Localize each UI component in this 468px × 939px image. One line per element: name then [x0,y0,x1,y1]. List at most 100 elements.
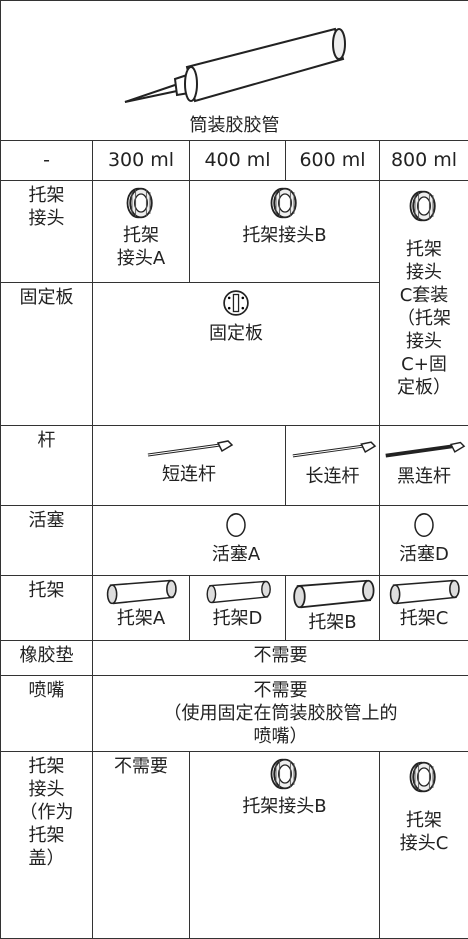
row: 橡胶垫 不需要 [1,641,468,676]
text-line: 喷嘴） [95,725,466,748]
cap-icon [123,184,159,222]
cell-text: 长连杆 [288,465,377,488]
text-line: 托架接头B [192,224,377,247]
text-line: 喷嘴 [3,679,90,702]
bracket-icon [103,579,179,605]
row-label: 喷嘴 [1,676,93,752]
row-label: 托架 [1,576,93,641]
text-line: 托架B [288,611,377,634]
text-line: （托架 [382,307,466,330]
text-line: 托架接头B [192,795,377,818]
column-header: 400 ml [190,141,286,181]
cell: 不需要 [93,641,468,676]
header-cell: 筒装胶胶管 [1,1,468,141]
cell-text: 黑连杆 [382,465,466,488]
text-line: 接头 [382,261,466,284]
row-label: 固定板 [1,283,93,426]
text-line: 托架 [3,755,90,778]
piston-icon [409,509,439,541]
text-line: C+固 [382,353,466,376]
text-line: 不需要 [95,755,187,778]
text-line: 短连杆 [95,463,283,486]
text-line: 托架 [3,184,90,207]
text-line: 固定板 [95,322,377,345]
cell: 托架接头B [190,181,380,283]
row-label: 杆 [1,426,93,506]
cell: 不需要 [93,752,190,939]
cell-text: 短连杆 [95,463,283,486]
text-line: 托架 [95,224,187,247]
rod-icon [289,437,377,463]
cell-text: 活塞D [382,543,466,566]
cell: 托架接头A [93,181,190,283]
text-line: （使用固定在筒装胶胶管上的 [95,702,466,725]
cell: 黑连杆 [380,426,468,506]
cell: 托架接头B [190,752,380,939]
column-row: - 300 ml 400 ml 600 ml 800 ml [1,141,468,181]
piston-icon [221,509,251,541]
text-line: 活塞 [3,509,90,532]
cell: 短连杆 [93,426,286,506]
cell: 托架接头C [380,752,468,939]
text-line: 托架 [382,238,466,261]
row: 托架接头（作为托架盖） 不需要 托架接头B 托架接头C [1,752,468,939]
text-line: 黑连杆 [382,465,466,488]
text-line: 固定板 [3,286,90,309]
text-line: 托架 [382,809,466,832]
row-label: 橡胶垫 [1,641,93,676]
row-label: 托架接头 [1,181,93,283]
cell: 托架D [190,576,286,641]
text-line: 活塞A [95,543,377,566]
cell-text: 托架C [382,607,466,630]
cell: 长连杆 [286,426,380,506]
column-header: 800 ml [380,141,468,181]
cartridge-icon [115,17,355,112]
text-line: 长连杆 [288,465,377,488]
text-line: 杆 [3,429,90,452]
row: 杆 短连杆 长连杆 黑连杆 [1,426,468,506]
header-row: 筒装胶胶管 [1,1,468,141]
cap-icon [406,184,442,228]
text-line: 不需要 [95,644,466,667]
cell-text: 活塞A [95,543,377,566]
rod-icon [382,437,466,463]
text-line: （作为 [3,801,90,824]
cell: 托架C [380,576,468,641]
cap-icon [267,184,303,222]
cell-text: 不需要（使用固定在筒装胶胶管上的喷嘴） [95,679,466,748]
column-header: 600 ml [286,141,380,181]
text-line: 托架 [3,579,90,602]
text-line: 托架 [3,824,90,847]
row-label: 托架接头（作为托架盖） [1,752,93,939]
plate-icon [219,286,253,320]
text-line: 托架D [192,607,283,630]
text-line: 接头C [382,832,466,855]
text-line: C套装 [382,284,466,307]
cell-text: 固定板 [95,322,377,345]
cell-text: 托架接头B [192,795,377,818]
caption: 筒装胶胶管 [3,114,466,137]
text-line: 接头 [382,330,466,353]
text-line: 接头 [3,207,90,230]
cell-text: 托架接头B [192,224,377,247]
cell: 活塞A [93,506,380,576]
row: 活塞 活塞A 活塞D [1,506,468,576]
text-line: 接头A [95,247,187,270]
bracket-icon [288,579,378,609]
rod-icon [144,437,234,461]
cell: 托架A [93,576,190,641]
cell-text: 托架B [288,611,377,634]
text-line: 橡胶垫 [3,644,90,667]
cell-text: 不需要 [95,644,466,667]
cap-icon [267,755,303,793]
text-line: 托架A [95,607,187,630]
cell-text: 托架接头C [382,801,466,855]
cell-text: 托架接头A [95,224,187,270]
text-line: 定板） [382,376,466,399]
cell: 活塞D [380,506,468,576]
row-label: 活塞 [1,506,93,576]
